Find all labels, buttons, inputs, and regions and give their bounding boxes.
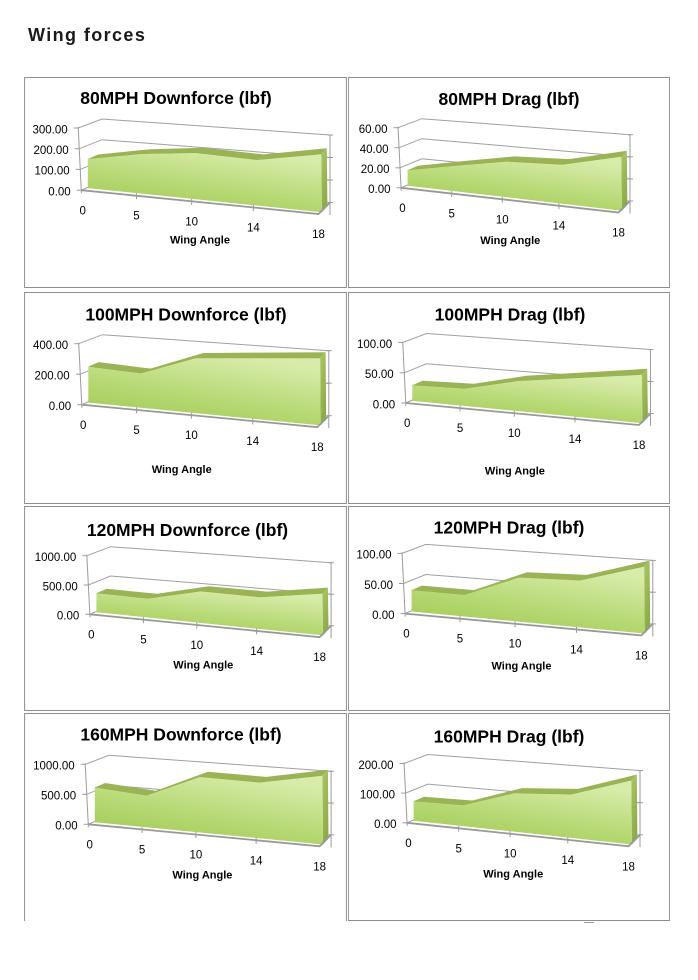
svg-text:18: 18: [633, 440, 646, 452]
svg-text:10: 10: [190, 850, 203, 862]
svg-text:5: 5: [448, 209, 454, 221]
svg-text:0.00: 0.00: [57, 611, 79, 623]
svg-text:1000.00: 1000.00: [35, 552, 77, 564]
svg-text:10: 10: [508, 428, 521, 440]
svg-text:0: 0: [403, 629, 409, 641]
svg-text:5: 5: [455, 843, 461, 855]
svg-text:300.00: 300.00: [33, 124, 68, 136]
svg-text:500.00: 500.00: [41, 791, 76, 803]
svg-text:100MPH Downforce (lbf): 100MPH Downforce (lbf): [85, 304, 286, 324]
svg-text:Wing Angle: Wing Angle: [152, 464, 212, 476]
svg-text:5: 5: [140, 635, 146, 647]
svg-text:Wing Angle: Wing Angle: [173, 660, 233, 672]
svg-text:14: 14: [570, 644, 583, 656]
svg-text:200.00: 200.00: [358, 760, 393, 772]
svg-text:80MPH Drag (lbf): 80MPH Drag (lbf): [439, 89, 580, 109]
svg-text:5: 5: [457, 634, 463, 646]
svg-text:0: 0: [399, 203, 405, 215]
svg-text:10: 10: [190, 640, 203, 652]
svg-text:1000.00: 1000.00: [33, 761, 75, 773]
svg-text:14: 14: [553, 221, 566, 233]
svg-text:0.00: 0.00: [49, 401, 71, 413]
svg-text:14: 14: [569, 434, 582, 446]
svg-text:5: 5: [133, 211, 139, 223]
svg-text:0: 0: [86, 839, 92, 851]
svg-text:10: 10: [185, 430, 198, 442]
svg-text:14: 14: [250, 646, 263, 658]
svg-text:50.00: 50.00: [365, 369, 394, 381]
svg-text:18: 18: [313, 652, 326, 664]
svg-text:18: 18: [622, 861, 635, 873]
svg-text:10: 10: [496, 214, 509, 226]
svg-text:0.00: 0.00: [373, 399, 395, 411]
svg-text:Wing Angle: Wing Angle: [485, 465, 545, 477]
svg-text:120MPH Drag (lbf): 120MPH Drag (lbf): [434, 517, 585, 537]
svg-text:500.00: 500.00: [43, 581, 78, 593]
svg-text:100.00: 100.00: [356, 550, 391, 562]
svg-text:0.00: 0.00: [368, 184, 390, 196]
svg-text:40.00: 40.00: [360, 144, 389, 156]
svg-text:18: 18: [313, 861, 326, 873]
svg-text:20.00: 20.00: [361, 164, 390, 176]
svg-text:0: 0: [405, 838, 411, 850]
svg-text:18: 18: [635, 650, 648, 662]
svg-text:5: 5: [457, 423, 463, 435]
svg-text:0: 0: [79, 205, 85, 217]
svg-text:5: 5: [133, 425, 139, 437]
svg-text:18: 18: [312, 229, 325, 241]
svg-text:14: 14: [561, 855, 574, 867]
svg-text:60.00: 60.00: [359, 124, 388, 136]
svg-text:0: 0: [88, 629, 94, 641]
svg-text:160MPH Drag (lbf): 160MPH Drag (lbf): [434, 726, 585, 746]
svg-text:Wing Angle: Wing Angle: [492, 661, 552, 673]
svg-text:120MPH Downforce (lbf): 120MPH Downforce (lbf): [87, 520, 288, 540]
svg-text:0.00: 0.00: [48, 187, 70, 199]
svg-text:Wing Angle: Wing Angle: [480, 235, 540, 247]
svg-text:200.00: 200.00: [35, 371, 70, 383]
svg-text:0: 0: [404, 418, 410, 430]
svg-text:100.00: 100.00: [357, 339, 392, 351]
svg-text:0.00: 0.00: [55, 821, 77, 833]
svg-text:100MPH Drag (lbf): 100MPH Drag (lbf): [435, 304, 586, 324]
svg-text:160MPH Downforce (lbf): 160MPH Downforce (lbf): [80, 724, 281, 744]
svg-text:14: 14: [250, 855, 263, 867]
svg-text:5: 5: [139, 844, 145, 856]
svg-text:14: 14: [246, 436, 259, 448]
svg-text:100.00: 100.00: [360, 789, 395, 801]
svg-text:Wing Angle: Wing Angle: [483, 869, 543, 881]
svg-text:10: 10: [185, 216, 198, 228]
svg-text:Wing Angle: Wing Angle: [170, 235, 230, 247]
svg-text:400.00: 400.00: [33, 340, 68, 352]
svg-text:14: 14: [247, 223, 260, 235]
svg-text:Wing Angle: Wing Angle: [172, 870, 232, 882]
svg-text:80MPH Downforce (lbf): 80MPH Downforce (lbf): [80, 88, 272, 108]
svg-text:50.00: 50.00: [364, 580, 393, 592]
svg-text:100.00: 100.00: [35, 166, 70, 178]
svg-text:0.00: 0.00: [372, 610, 394, 622]
svg-text:18: 18: [612, 228, 625, 240]
svg-text:0.00: 0.00: [374, 819, 396, 831]
svg-text:18: 18: [311, 442, 324, 454]
svg-text:10: 10: [509, 639, 522, 651]
svg-text:200.00: 200.00: [34, 145, 69, 157]
svg-text:10: 10: [504, 849, 517, 861]
svg-text:0: 0: [80, 420, 86, 432]
